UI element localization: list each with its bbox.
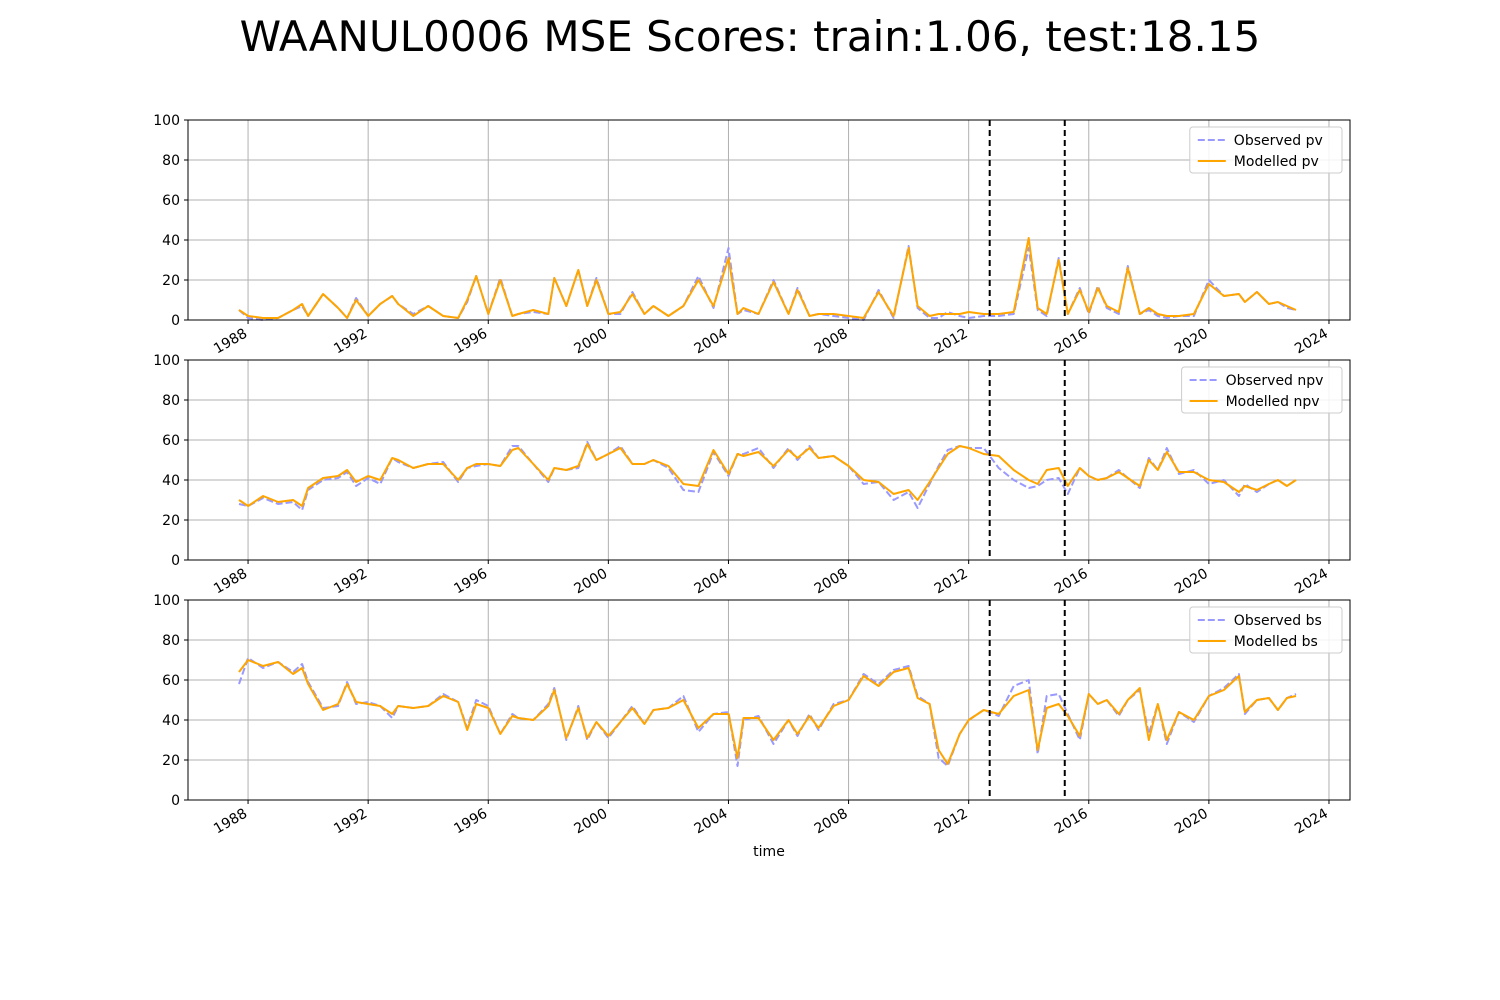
x-tick-label: 2020 bbox=[1172, 326, 1211, 358]
legend-box bbox=[1189, 126, 1343, 174]
x-tick-label: 2000 bbox=[571, 566, 610, 598]
y-tick-label: 100 bbox=[153, 113, 180, 129]
y-tick-label: 80 bbox=[162, 393, 180, 409]
x-tick-label: 1988 bbox=[211, 806, 250, 838]
x-tick-label: 1988 bbox=[211, 566, 250, 598]
series-line-modelled-npv bbox=[238, 443, 1297, 507]
y-tick-label: 20 bbox=[162, 513, 180, 529]
panel-pv: 0 20 40 60 80 100 1988 1992 1996 2000 2004 2008 2012… bbox=[153, 113, 1351, 358]
legend-box bbox=[1181, 366, 1343, 414]
y-tick-label: 0 bbox=[171, 793, 180, 809]
panel-bs: 0 20 40 60 80 100 1988 1992 1996 2000 2004 2008 2012… bbox=[153, 593, 1351, 860]
x-tick-label: 1996 bbox=[451, 326, 490, 358]
chart-title: WAANUL0006 MSE Scores: train:1.06, test:… bbox=[239, 12, 1261, 61]
series-line-modelled-bs bbox=[238, 659, 1297, 765]
legend-label: Observed bs bbox=[1234, 613, 1322, 629]
legend: Observed pv Modelled pv bbox=[1189, 126, 1343, 174]
legend-box bbox=[1189, 606, 1343, 654]
x-tick-label: 1992 bbox=[331, 326, 370, 358]
legend: Observed npv Modelled npv bbox=[1181, 366, 1343, 414]
x-tick-label: 2020 bbox=[1172, 806, 1211, 838]
y-tick-label: 40 bbox=[162, 473, 180, 489]
x-tick-label: 2020 bbox=[1172, 566, 1211, 598]
x-tick-label: 1992 bbox=[331, 566, 370, 598]
series-line-observed-npv bbox=[238, 441, 1297, 511]
x-tick-label: 2004 bbox=[692, 326, 731, 358]
axes-frame bbox=[187, 359, 1351, 561]
x-tick-label: 2016 bbox=[1052, 566, 1091, 598]
legend-label: Modelled bs bbox=[1234, 634, 1318, 650]
y-tick-label: 100 bbox=[153, 353, 180, 369]
x-tick-label: 2012 bbox=[932, 566, 971, 598]
y-tick-label: 80 bbox=[162, 633, 180, 649]
y-tick-label: 60 bbox=[162, 673, 180, 689]
x-tick-label: 2004 bbox=[692, 806, 731, 838]
x-axis-label: time bbox=[753, 844, 785, 860]
series-line-modelled-pv bbox=[238, 237, 1297, 319]
x-tick-label: 2008 bbox=[812, 806, 851, 838]
series-line-observed-bs bbox=[238, 657, 1297, 767]
x-tick-label: 2024 bbox=[1292, 806, 1331, 838]
legend-label: Observed npv bbox=[1226, 373, 1324, 389]
legend-label: Modelled npv bbox=[1226, 394, 1320, 410]
x-tick-label: 2000 bbox=[571, 806, 610, 838]
panel-npv: 0 20 40 60 80 100 1988 1992 1996 2000 2004 2008 2012… bbox=[153, 353, 1351, 598]
y-tick-label: 0 bbox=[171, 313, 180, 329]
y-tick-label: 60 bbox=[162, 193, 180, 209]
x-tick-label: 2008 bbox=[812, 326, 851, 358]
x-tick-label: 1992 bbox=[331, 806, 370, 838]
y-tick-label: 80 bbox=[162, 153, 180, 169]
x-tick-label: 2000 bbox=[571, 326, 610, 358]
y-tick-label: 20 bbox=[162, 273, 180, 289]
x-tick-label: 1996 bbox=[451, 806, 490, 838]
y-tick-label: 0 bbox=[171, 553, 180, 569]
x-tick-label: 2016 bbox=[1052, 806, 1091, 838]
x-tick-label: 2016 bbox=[1052, 326, 1091, 358]
legend: Observed bs Modelled bs bbox=[1189, 606, 1343, 654]
x-tick-label: 2012 bbox=[932, 806, 971, 838]
x-tick-label: 2024 bbox=[1292, 566, 1331, 598]
y-tick-label: 40 bbox=[162, 713, 180, 729]
legend-label: Observed pv bbox=[1234, 133, 1323, 149]
x-tick-label: 1988 bbox=[211, 326, 250, 358]
y-tick-label: 20 bbox=[162, 753, 180, 769]
y-tick-label: 100 bbox=[153, 593, 180, 609]
y-tick-label: 40 bbox=[162, 233, 180, 249]
x-tick-label: 1996 bbox=[451, 566, 490, 598]
axes-frame bbox=[187, 119, 1351, 321]
legend-label: Modelled pv bbox=[1234, 154, 1319, 170]
y-tick-label: 60 bbox=[162, 433, 180, 449]
x-tick-label: 2012 bbox=[932, 326, 971, 358]
x-tick-label: 2024 bbox=[1292, 326, 1331, 358]
series-line-observed-pv bbox=[238, 245, 1297, 321]
axes-frame bbox=[187, 599, 1351, 801]
x-tick-label: 2008 bbox=[812, 566, 851, 598]
x-tick-label: 2004 bbox=[692, 566, 731, 598]
